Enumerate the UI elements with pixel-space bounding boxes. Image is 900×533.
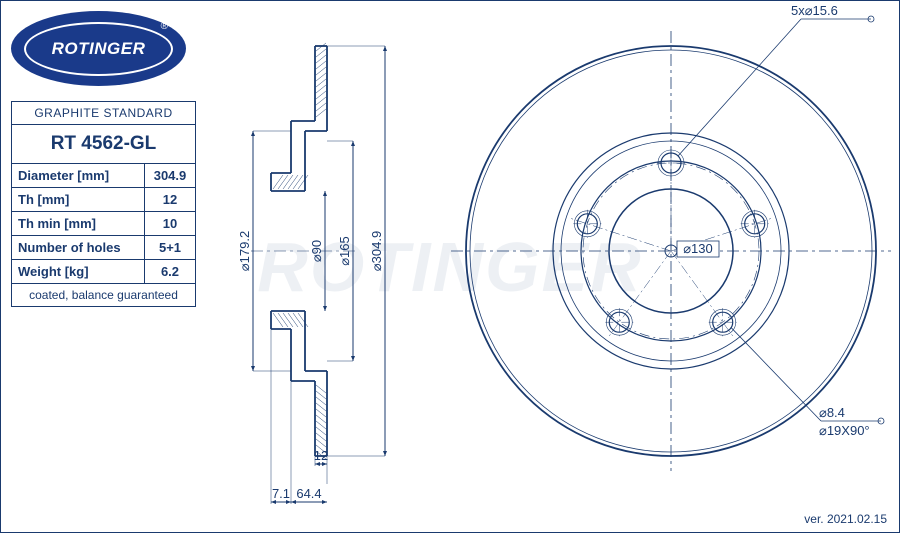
part-number: RT 4562-GL xyxy=(12,125,196,164)
spec-label: Number of holes xyxy=(12,236,145,260)
svg-text:⌀19X90°: ⌀19X90° xyxy=(819,423,870,438)
logo-inner-ring: ROTINGER xyxy=(24,22,173,76)
spec-label: Weight [kg] xyxy=(12,260,145,284)
svg-text:⌀179.2: ⌀179.2 xyxy=(237,231,252,271)
table-row: Number of holes 5+1 xyxy=(12,236,196,260)
table-footer: coated, balance guaranteed xyxy=(12,284,196,307)
drawing-svg: 5x⌀15.6 ⌀130 ⌀8.4 ⌀19X90° ⌀179.2 ⌀90 ⌀165 ⌀304.… xyxy=(201,1,896,511)
spec-value: 6.2 xyxy=(145,260,196,284)
spec-label: Th [mm] xyxy=(12,188,145,212)
logo-text: ROTINGER xyxy=(52,39,146,59)
svg-text:64.4: 64.4 xyxy=(296,486,321,501)
technical-drawing: 5x⌀15.6 ⌀130 ⌀8.4 ⌀19X90° ⌀179.2 ⌀90 ⌀165 ⌀304.… xyxy=(201,1,896,511)
logo-ellipse: ROTINGER ® xyxy=(11,11,186,86)
svg-text:⌀8.4: ⌀8.4 xyxy=(819,405,845,420)
brand-logo: ROTINGER ® xyxy=(11,11,196,96)
spec-table: GRAPHITE STANDARD RT 4562-GL Diameter [m… xyxy=(11,101,196,307)
registered-mark: ® xyxy=(161,21,168,32)
svg-text:12: 12 xyxy=(314,448,328,463)
spec-value: 5+1 xyxy=(145,236,196,260)
spec-value: 10 xyxy=(145,212,196,236)
svg-text:⌀165: ⌀165 xyxy=(337,236,352,266)
spec-value: 12 xyxy=(145,188,196,212)
spec-value: 304.9 xyxy=(145,164,196,188)
table-row: Th min [mm] 10 xyxy=(12,212,196,236)
svg-text:⌀130: ⌀130 xyxy=(683,241,713,256)
table-row: Th [mm] 12 xyxy=(12,188,196,212)
svg-text:⌀304.9: ⌀304.9 xyxy=(369,231,384,271)
table-row: Weight [kg] 6.2 xyxy=(12,260,196,284)
svg-text:5x⌀15.6: 5x⌀15.6 xyxy=(791,3,838,18)
spec-label: Th min [mm] xyxy=(12,212,145,236)
version-label: ver. 2021.02.15 xyxy=(804,512,887,526)
svg-text:⌀90: ⌀90 xyxy=(309,240,324,262)
table-header: GRAPHITE STANDARD xyxy=(12,102,196,125)
table-row: Diameter [mm] 304.9 xyxy=(12,164,196,188)
spec-label: Diameter [mm] xyxy=(12,164,145,188)
svg-text:7.1: 7.1 xyxy=(272,486,290,501)
drawing-sheet: ROTINGER ® GRAPHITE STANDARD RT 4562-GL … xyxy=(0,0,900,533)
